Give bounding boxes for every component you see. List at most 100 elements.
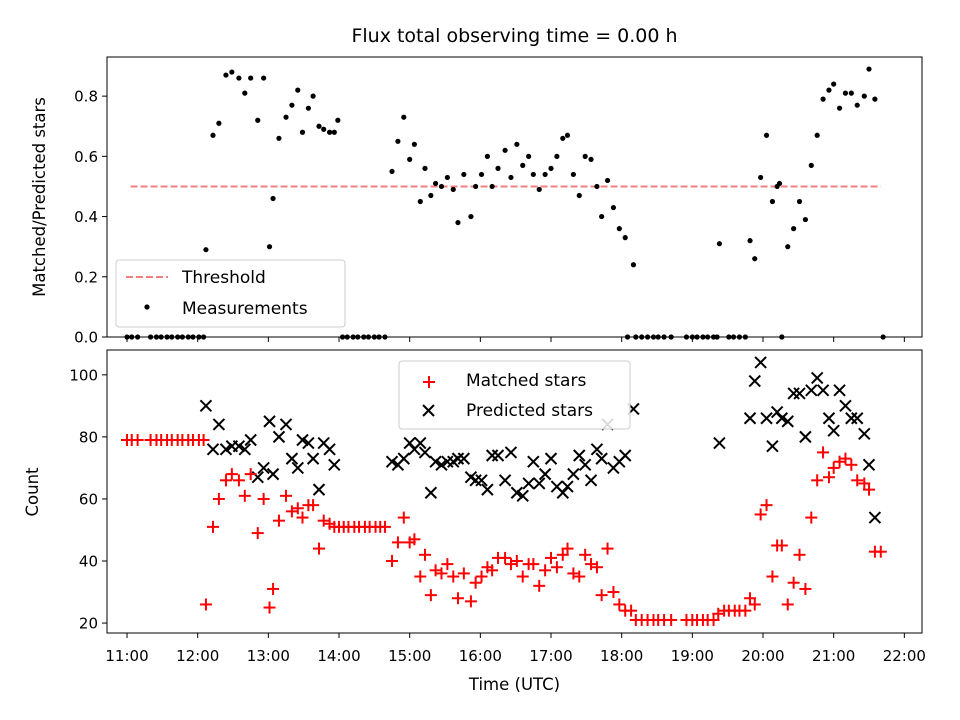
matched-point [312,542,325,555]
measurement-point [495,165,501,171]
predicted-point [538,467,552,481]
bottom-x-tick-label: 12:00 [176,647,219,665]
predicted-point [457,452,471,465]
measurement-point [514,141,520,147]
predicted-point [451,452,465,465]
matched-point [665,613,678,626]
bottom-chart: 20 40 60 80 100 11:00 12:00 13:00 14:00 15:00 16:… [23,349,926,694]
predicted-point [544,452,558,465]
predicted-point [263,415,276,428]
predicted-point [533,477,546,490]
predicted-point [567,467,580,481]
matched-point [874,545,887,558]
measurement-point [508,174,514,181]
predicted-point [781,415,794,428]
matched-point [748,598,761,611]
measurement-point [411,141,417,147]
measurement-point [502,147,508,153]
predicted-point [766,439,779,453]
measurement-point [444,174,450,181]
matched-point [817,446,830,459]
measurement-point [554,153,560,159]
matched-point [858,477,871,490]
predicted-point [556,486,569,499]
measurement-point [785,244,791,250]
top-y-tick-label: 0.6 [74,148,98,166]
predicted-point [397,452,410,465]
predicted-point [469,474,482,487]
matched-point [486,564,499,577]
predicted-point [827,424,840,437]
matched-point [607,586,620,599]
top-chart-legend: Threshold Measurements [115,259,346,328]
bottom-x-tick-label: 13:00 [247,647,290,665]
predicted-point [754,356,767,369]
top-chart-x-ticks [126,337,905,342]
matched-point [516,570,529,583]
measurement-point [295,87,301,93]
measurement-point [321,126,327,132]
measurement-point [536,186,542,193]
matched-point [545,551,558,564]
measurement-point [236,75,242,81]
matched-point [441,558,454,571]
predicted-point [561,480,574,493]
predicted-point [787,387,800,400]
matched-point [280,489,293,502]
predicted-point [760,412,773,425]
bottom-chart-legend: Matched stars Predicted stars [398,360,631,430]
bottom-y-tick-label: 20 [79,615,98,633]
predicted-point [219,443,233,456]
measurement-point [594,183,600,190]
top-chart: 0.00.20.40.60.8 Matched/Predicted stars … [30,56,923,347]
measurement-point [630,262,637,268]
measurement-point [570,171,576,178]
matched-point [499,551,512,564]
measurement-point [808,162,814,168]
measurement-point [473,183,479,190]
matched-point [244,468,257,481]
matched-point [805,511,818,524]
predicted-point [584,474,598,487]
predicted-point [385,455,399,468]
measurement-point [417,198,423,205]
bottom-x-tick-label: 17:00 [529,647,572,665]
measurement-point [401,114,407,120]
measurement-point [326,129,333,135]
measurement-point [468,213,474,220]
predicted-legend-swatch [422,404,435,417]
measurement-point [455,219,461,226]
measurement-point [560,135,566,141]
top-y-tick-label: 0.2 [74,268,98,286]
matched-point [775,539,788,552]
measurement-point [610,204,617,211]
measurement-point [428,192,434,199]
bottom-chart-y-label: Count [23,467,42,517]
predicted-point [845,412,858,425]
matched-point [199,598,212,611]
predicted-point [510,486,524,499]
predicted-point [441,455,454,468]
predicted-point [212,418,226,431]
predicted-point [743,412,757,425]
measurement-point [283,114,289,120]
measurement-point [289,102,295,108]
measurement-point [861,93,867,99]
matched-point [579,548,592,561]
measurement-point [826,87,832,93]
matched-point [533,579,546,592]
matched-point [863,483,876,496]
predicted-point [527,455,540,468]
matched-point [378,520,391,533]
measurement-point [814,132,820,138]
top-y-tick-label: 0.0 [74,329,98,347]
measurement-point [796,198,803,205]
measurement-point [599,213,605,220]
predicted-point [498,474,512,487]
bottom-x-tick-label: 11:00 [105,647,148,665]
measurement-point [484,153,491,159]
measurement-point [305,105,311,111]
top-legend-frame [115,259,346,328]
matched-point [469,576,482,589]
matched-point [787,576,800,589]
